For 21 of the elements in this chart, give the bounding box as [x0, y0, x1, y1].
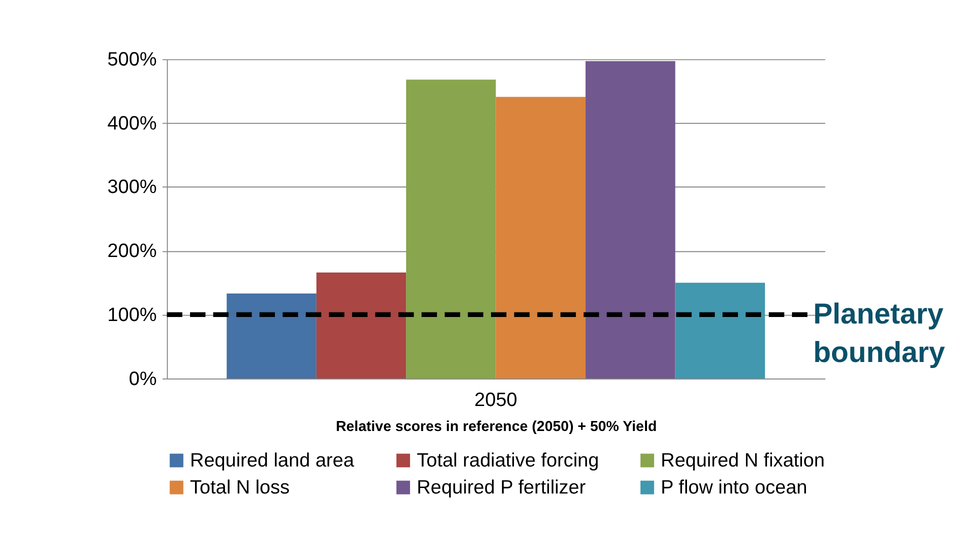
- bar: [496, 96, 586, 378]
- legend-label: P flow into ocean: [660, 477, 808, 498]
- bar: [675, 282, 765, 378]
- legend-label: Total radiative forcing: [416, 450, 599, 472]
- x-axis-title: Relative scores in reference (2050) + 50% Yield: [336, 419, 657, 436]
- y-tick-label: 400%: [107, 113, 157, 134]
- bar: [226, 294, 316, 378]
- y-tick-label: 100%: [107, 304, 157, 326]
- y-tick-label: 0%: [128, 368, 157, 390]
- bar: [406, 80, 496, 378]
- x-tick-label: 2050: [474, 390, 518, 411]
- y-tick-label: 200%: [107, 241, 157, 262]
- legend-label: Required N fixation: [660, 450, 825, 472]
- legend-label: Total N loss: [190, 477, 290, 498]
- bar: [586, 61, 676, 378]
- y-tick-label: 300%: [107, 177, 157, 198]
- y-tick-label: 500%: [107, 49, 157, 70]
- ref-line-label: Planetary boundary: [813, 298, 945, 369]
- bar: [316, 272, 406, 378]
- legend-label: Required P fertilizer: [416, 477, 586, 498]
- legend-label: Required land area: [190, 450, 354, 472]
